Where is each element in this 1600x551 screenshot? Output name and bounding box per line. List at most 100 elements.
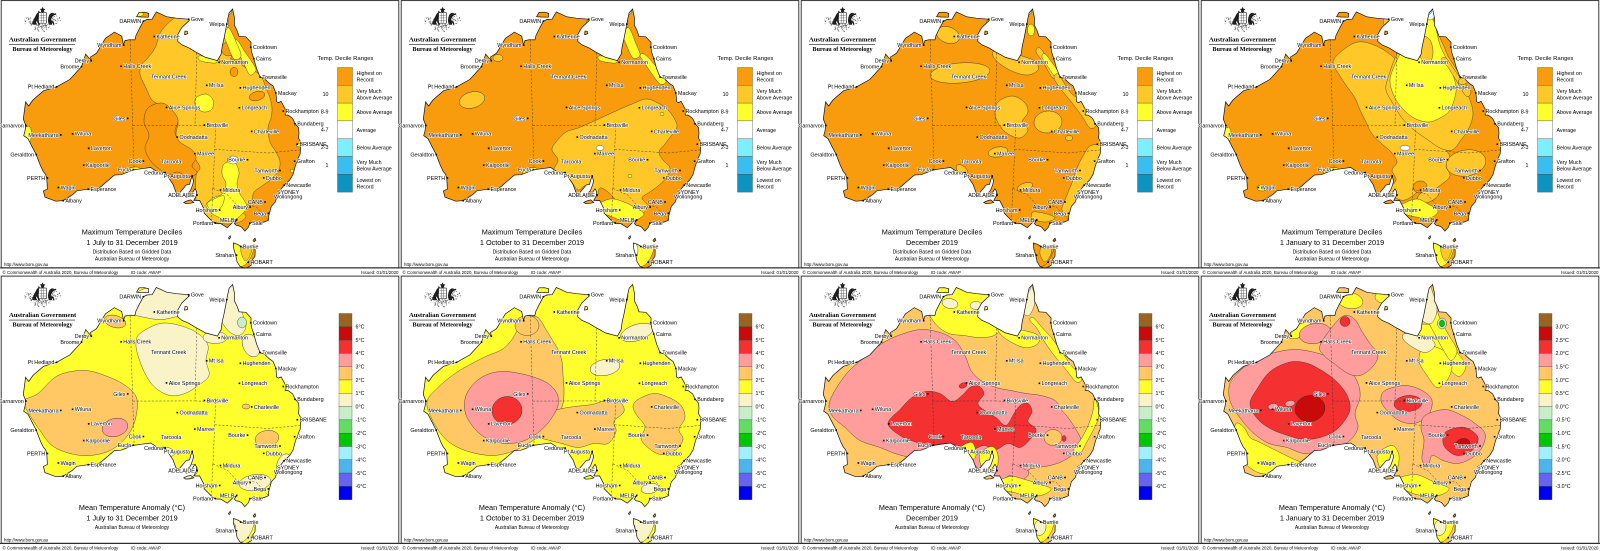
svg-text:Very Much: Very Much [1157, 160, 1182, 166]
svg-text:Mackay: Mackay [1478, 366, 1497, 372]
svg-text:Townsville: Townsville [262, 75, 287, 81]
svg-text:http://www.bom.gov.au: http://www.bom.gov.au [1204, 262, 1249, 267]
svg-text:BRISBANE: BRISBANE [1500, 142, 1528, 148]
svg-text:Cook: Cook [129, 434, 142, 440]
svg-text:Charleville: Charleville [1054, 405, 1079, 411]
svg-text:Distribution Based on Gridded: Distribution Based on Gridded Data [1293, 249, 1372, 255]
svg-text:Wagin: Wagin [861, 461, 876, 467]
svg-text:10: 10 [1523, 92, 1529, 98]
svg-text:Albany: Albany [465, 474, 482, 480]
svg-text:Birdsville: Birdsville [1407, 398, 1429, 404]
svg-text:Katherine: Katherine [1357, 34, 1380, 40]
svg-text:Dubbo: Dubbo [1066, 451, 1082, 457]
svg-text:Newcastle: Newcastle [686, 459, 711, 465]
svg-text:Hughenden: Hughenden [1043, 361, 1071, 367]
svg-text:Very Much: Very Much [357, 160, 382, 166]
svg-text:http://www.bom.gov.au: http://www.bom.gov.au [4, 262, 49, 267]
svg-text:Oodnadatta: Oodnadatta [580, 411, 608, 417]
svg-text:Tarcoola: Tarcoola [561, 435, 581, 441]
svg-text:Giles: Giles [113, 392, 126, 398]
svg-text:Pt Hedland: Pt Hedland [828, 360, 855, 366]
svg-text:Birdsville: Birdsville [607, 123, 629, 129]
svg-text:Dubbo: Dubbo [1066, 176, 1082, 182]
svg-text:-6°C: -6°C [756, 484, 767, 490]
svg-text:MELB: MELB [1420, 493, 1435, 499]
svg-text:HOBART: HOBART [1050, 260, 1073, 266]
svg-text:Hughenden: Hughenden [243, 86, 271, 92]
svg-text:8-9: 8-9 [721, 110, 729, 116]
svg-text:Temp. Decile Ranges: Temp. Decile Ranges [718, 56, 774, 62]
svg-text:Ceduna: Ceduna [544, 171, 563, 177]
svg-text:Sale: Sale [652, 497, 663, 503]
svg-text:Wollongong: Wollongong [274, 194, 302, 200]
svg-text:Laverton: Laverton [1291, 422, 1312, 428]
svg-text:Hughenden: Hughenden [1443, 86, 1471, 92]
svg-text:Tarcoola: Tarcoola [961, 160, 981, 166]
svg-text:Wollongong: Wollongong [674, 194, 702, 200]
svg-text:Bundaberg: Bundaberg [297, 122, 323, 128]
svg-text:Newcastle: Newcastle [1486, 459, 1511, 465]
svg-text:Normanton: Normanton [221, 336, 248, 342]
svg-text:Tennant Creek: Tennant Creek [1351, 74, 1386, 80]
svg-text:CANB: CANB [1448, 475, 1463, 481]
svg-text:Rockhampton: Rockhampton [1086, 109, 1119, 115]
svg-text:DARWIN: DARWIN [119, 19, 141, 25]
svg-text:© Commonwealth of Australia 20: © Commonwealth of Australia 2020, Bureau… [403, 270, 520, 275]
svg-text:Albury: Albury [233, 205, 249, 211]
svg-text:Charleville: Charleville [254, 129, 279, 135]
svg-text:Burnie: Burnie [1043, 520, 1059, 526]
svg-text:Above Average: Above Average [357, 96, 393, 102]
svg-text:Mean Temperature Anomaly (°C): Mean Temperature Anomaly (°C) [1279, 503, 1385, 512]
svg-text:Esperance: Esperance [1291, 187, 1317, 193]
svg-text:Wiluna: Wiluna [1275, 407, 1291, 413]
svg-text:Marree: Marree [997, 427, 1014, 433]
svg-text:Mt Isa: Mt Isa [209, 359, 224, 365]
svg-text:DARWIN: DARWIN [119, 295, 141, 301]
svg-text:BRISBANE: BRISBANE [300, 142, 328, 148]
svg-text:Burnie: Burnie [643, 244, 659, 250]
svg-text:Derby: Derby [875, 334, 890, 340]
svg-text:Normanton: Normanton [1421, 60, 1448, 66]
svg-text:Broome: Broome [860, 340, 879, 346]
svg-text:ID code: AWAP: ID code: AWAP [531, 270, 561, 275]
svg-text:Tarcoola: Tarcoola [1361, 160, 1381, 166]
svg-text:Geraldton: Geraldton [10, 428, 34, 434]
svg-text:4-7: 4-7 [1521, 127, 1529, 133]
svg-text:Gove: Gove [591, 293, 604, 299]
svg-text:Tennant Creek: Tennant Creek [551, 350, 586, 356]
svg-text:-5°C: -5°C [756, 471, 767, 477]
svg-text:MELB: MELB [620, 218, 635, 224]
svg-text:Strahan: Strahan [615, 529, 634, 535]
svg-text:-1°C: -1°C [356, 418, 367, 424]
svg-text:Strahan: Strahan [615, 253, 634, 259]
svg-text:MELB: MELB [1020, 218, 1035, 224]
svg-text:MELB: MELB [1420, 218, 1435, 224]
svg-text:Albany: Albany [465, 199, 482, 205]
svg-text:Tennant Creek: Tennant Creek [951, 350, 986, 356]
svg-text:Australian Bureau of Meteorolo: Australian Bureau of Meteorology [95, 257, 170, 263]
svg-text:Pt Hedland: Pt Hedland [1228, 85, 1255, 91]
svg-text:Alice Springs: Alice Springs [569, 381, 601, 387]
svg-text:1: 1 [1126, 163, 1129, 169]
svg-text:Bega: Bega [654, 487, 667, 493]
svg-text:Weipa: Weipa [1009, 22, 1024, 28]
svg-text:Charleville: Charleville [654, 405, 679, 411]
svg-text:Above Average: Above Average [757, 110, 793, 116]
svg-text:Newcastle: Newcastle [1086, 459, 1111, 465]
svg-text:Broome: Broome [1260, 65, 1279, 71]
svg-text:Ceduna: Ceduna [144, 446, 163, 452]
svg-text:Townsville: Townsville [662, 351, 687, 357]
svg-text:Cook: Cook [129, 159, 142, 165]
svg-text:Albany: Albany [65, 474, 82, 480]
svg-text:Albury: Albury [1433, 205, 1449, 211]
svg-text:Giles: Giles [913, 116, 926, 122]
svg-text:Grafton: Grafton [1497, 435, 1515, 441]
svg-text:Average: Average [1157, 128, 1177, 134]
svg-text:BRISBANE: BRISBANE [700, 142, 728, 148]
svg-text:CANB: CANB [248, 200, 263, 206]
svg-text:Katherine: Katherine [957, 34, 980, 40]
svg-text:Burnie: Burnie [1043, 244, 1059, 250]
svg-text:Gove: Gove [1391, 293, 1404, 299]
svg-text:Australian Bureau of Meteorolo: Australian Bureau of Meteorology [1295, 257, 1370, 263]
svg-text:Strahan: Strahan [1015, 253, 1034, 259]
